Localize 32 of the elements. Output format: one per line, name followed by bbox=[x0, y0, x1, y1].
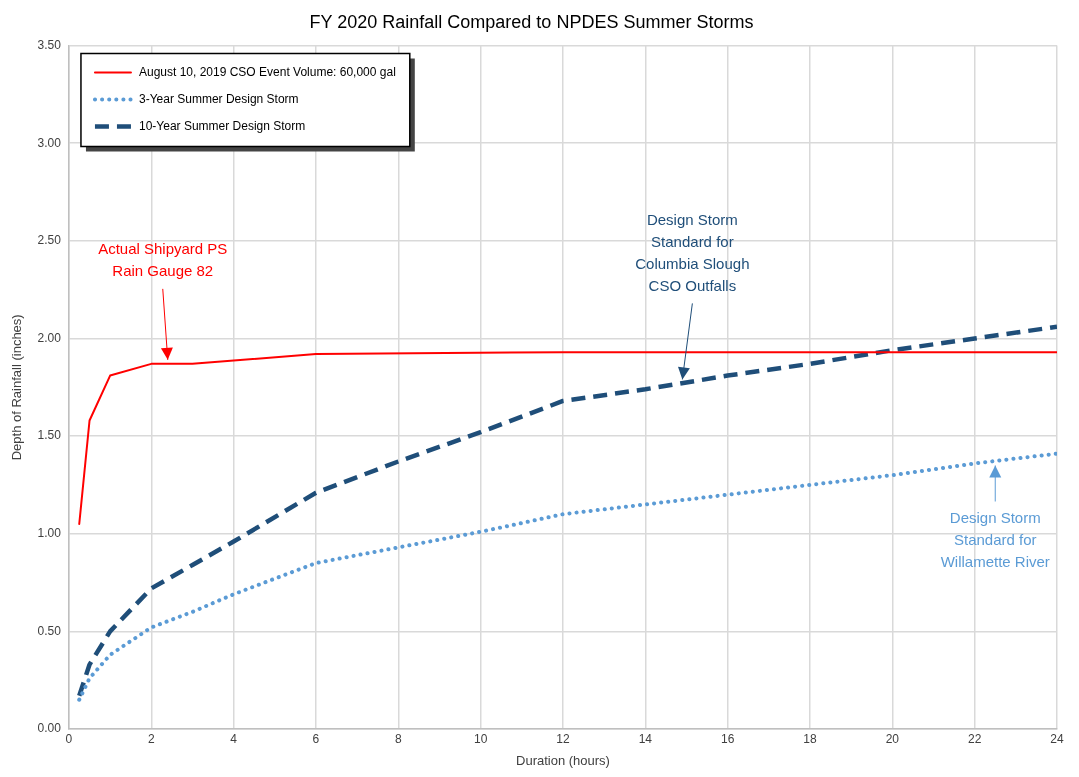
y-tick-label: 3.50 bbox=[37, 37, 62, 52]
x-tick-label: 22 bbox=[967, 731, 982, 746]
x-tick-label: 18 bbox=[803, 731, 817, 746]
y-tick-label: 3.00 bbox=[37, 135, 62, 150]
legend-label: August 10, 2019 CSO Event Volume: 60,000 gal bbox=[138, 64, 396, 79]
y-tick-label: 1.00 bbox=[37, 526, 62, 541]
y-tick-label: 0.50 bbox=[37, 623, 62, 638]
annotation: Actual Shipyard PS Rain Gauge 82 bbox=[98, 240, 228, 280]
x-tick-label: 0 bbox=[65, 731, 73, 746]
y-tick-label: 1.50 bbox=[37, 428, 62, 443]
x-tick-label: 24 bbox=[1050, 731, 1064, 746]
x-tick-label: 6 bbox=[312, 731, 320, 746]
x-tick-label: 16 bbox=[720, 731, 735, 746]
y-tick-label: 2.00 bbox=[37, 330, 62, 345]
line-series bbox=[77, 451, 1057, 702]
x-tick-label: 14 bbox=[638, 731, 653, 746]
x-tick-label: 12 bbox=[556, 731, 570, 746]
y-tick-label: 2.50 bbox=[37, 233, 62, 248]
x-tick-label: 20 bbox=[885, 731, 900, 746]
x-tick-label: 2 bbox=[147, 731, 155, 746]
annotation: Design Storm Standard for Columbia Slough CSO Outfalls bbox=[635, 210, 750, 294]
x-axis-title: Duration (hours) bbox=[516, 752, 610, 768]
legend-label: 3-Year Summer Design Storm bbox=[138, 91, 299, 106]
chart-title: FY 2020 Rainfall Compared to NPDES Summer Storms bbox=[309, 11, 754, 32]
y-tick-label: 0.00 bbox=[37, 721, 62, 736]
annotation: Design Storm Standard for Willamette River bbox=[940, 508, 1050, 570]
x-tick-label: 4 bbox=[230, 731, 238, 746]
x-tick-label: 10 bbox=[473, 731, 488, 746]
legend-label: 10-Year Summer Design Storm bbox=[138, 118, 306, 133]
y-axis-title: Depth of Rainfall (inches) bbox=[9, 314, 25, 461]
line-series bbox=[77, 324, 1057, 699]
x-tick-label: 8 bbox=[394, 731, 402, 746]
